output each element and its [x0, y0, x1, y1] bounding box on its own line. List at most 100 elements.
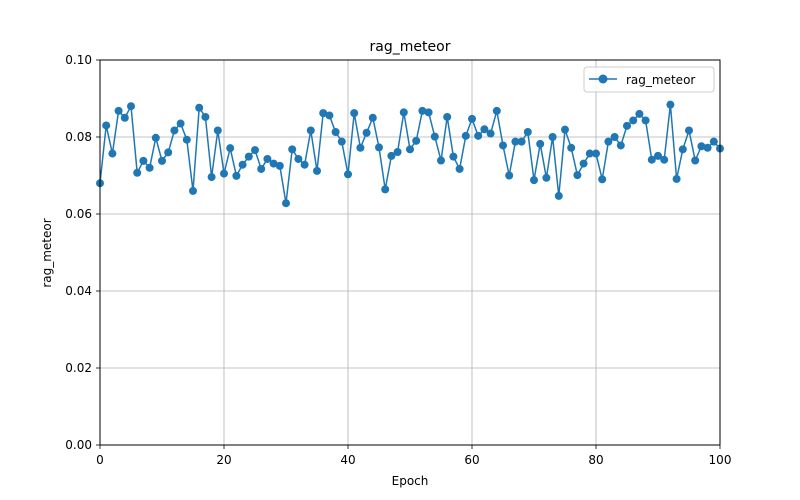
data-point	[375, 143, 383, 152]
data-point	[201, 112, 210, 121]
data-point	[629, 116, 638, 125]
data-point	[505, 171, 514, 180]
data-point	[158, 156, 166, 165]
data-point	[399, 108, 408, 117]
data-point	[468, 114, 476, 123]
data-point	[592, 149, 600, 158]
data-point	[511, 137, 520, 146]
data-point	[238, 160, 247, 169]
data-point	[350, 109, 359, 118]
data-point	[654, 151, 662, 160]
legend-marker	[598, 74, 608, 84]
data-point	[685, 126, 693, 135]
axes: 0 20 40 60 80 100 0.00 0.02 0.04 0.06 0.08 0.10	[65, 53, 731, 467]
data-point	[300, 160, 309, 169]
data-point	[666, 100, 675, 109]
data-point	[164, 148, 173, 157]
data-point	[189, 186, 197, 195]
data-point	[288, 145, 297, 154]
y-tick-label: 0.06	[65, 207, 92, 221]
x-tick-label: 80	[588, 453, 603, 467]
data-point	[709, 137, 718, 146]
data-point	[114, 106, 123, 115]
data-point	[213, 126, 222, 135]
y-tick-label: 0.08	[65, 130, 92, 144]
data-point	[573, 171, 582, 180]
data-point	[424, 108, 433, 117]
x-tick-label: 20	[216, 453, 231, 467]
data-point	[672, 174, 681, 183]
data-point	[598, 175, 607, 184]
data-point	[232, 171, 241, 180]
data-point	[616, 141, 625, 150]
data-point	[337, 137, 346, 146]
data-point	[139, 156, 148, 165]
data-point	[244, 152, 253, 161]
data-point	[486, 129, 495, 138]
data-point	[585, 149, 594, 158]
data-point	[368, 113, 377, 122]
data-point	[275, 161, 284, 170]
data-point	[406, 145, 414, 154]
data-point	[542, 173, 551, 182]
data-point	[623, 121, 631, 130]
data-point	[641, 116, 650, 125]
data-point	[567, 143, 576, 152]
data-point	[176, 119, 185, 128]
x-axis-label: Epoch	[392, 474, 429, 488]
data-point	[430, 132, 439, 141]
data-point	[108, 149, 117, 158]
data-point	[579, 159, 588, 168]
axes-frame	[99, 59, 721, 446]
data-point	[313, 166, 321, 175]
data-point	[387, 151, 396, 160]
data-point	[207, 173, 216, 182]
y-axis-label: rag_meteor	[40, 218, 54, 287]
data-point	[523, 127, 532, 136]
data-point	[610, 133, 619, 141]
legend: rag_meteor	[583, 66, 715, 93]
data-point	[604, 137, 613, 146]
data-point	[517, 137, 526, 146]
data-point	[145, 163, 154, 172]
data-point	[269, 159, 278, 168]
x-tick-label: 40	[340, 453, 355, 467]
data-point	[257, 164, 266, 173]
data-point	[548, 133, 557, 141]
data-point	[536, 139, 545, 148]
data-point	[443, 112, 452, 121]
legend-box	[583, 66, 715, 93]
y-tick-label: 0.00	[65, 438, 92, 452]
data-point	[660, 155, 669, 164]
x-tick-label: 0	[96, 453, 104, 467]
data-point	[418, 106, 427, 115]
data-point	[437, 156, 445, 165]
y-tick-label: 0.10	[65, 53, 92, 67]
chart-title: rag_meteor	[370, 39, 451, 55]
data-point	[127, 102, 135, 111]
data-point	[325, 111, 334, 120]
legend-label: rag_meteor	[626, 73, 695, 87]
data-point	[449, 152, 458, 161]
data-point	[554, 191, 563, 200]
data-point	[263, 154, 272, 163]
data-point	[251, 146, 259, 155]
y-tick-label: 0.02	[65, 361, 92, 375]
y-tick-label: 0.04	[65, 284, 92, 298]
x-tick-label: 100	[709, 453, 732, 467]
data-point	[319, 109, 328, 118]
data-point	[492, 106, 501, 115]
data-point	[362, 128, 371, 137]
data-point	[635, 109, 644, 118]
plot-area	[96, 100, 724, 208]
data-point	[455, 164, 464, 173]
data-point	[133, 168, 142, 177]
data-point	[120, 113, 129, 122]
data-point	[356, 143, 365, 152]
data-point	[226, 144, 235, 153]
data-point	[499, 141, 507, 150]
x-tick-label: 60	[464, 453, 479, 467]
data-point	[461, 131, 470, 140]
data-point	[306, 126, 315, 135]
